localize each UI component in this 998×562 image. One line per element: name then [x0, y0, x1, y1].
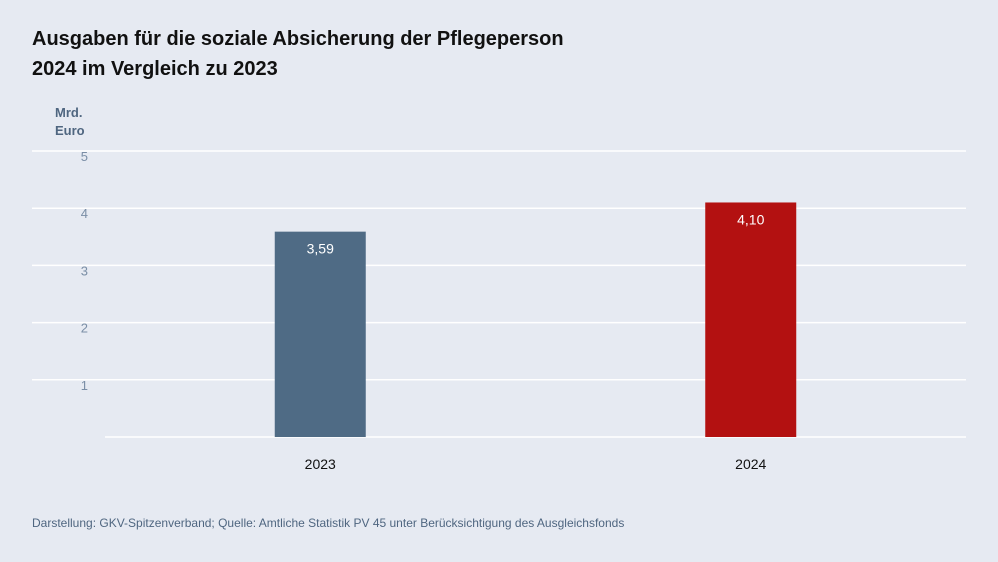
y-axis-unit-line-1: Mrd. [55, 105, 83, 120]
gridlines [32, 150, 966, 438]
y-axis-ticks: 1 2 3 4 5 [81, 149, 88, 393]
x-category-label-2023: 2023 [305, 456, 336, 472]
y-tick-label-4: 4 [81, 206, 88, 221]
x-category-label-2024: 2024 [735, 456, 766, 472]
bars [274, 202, 797, 437]
y-tick-label-3: 3 [81, 263, 88, 278]
bar-2023 [274, 231, 366, 437]
chart-title-line-1: Ausgaben für die soziale Absicherung der… [32, 28, 564, 50]
chart-title: Ausgaben für die soziale Absicherung der… [32, 24, 564, 84]
x-axis-categories: 2023 2024 [305, 456, 767, 472]
y-axis-unit-line-2: Euro [55, 123, 85, 138]
source-note: Darstellung: GKV-Spitzenverband; Quelle:… [32, 516, 625, 530]
y-tick-label-1: 1 [81, 378, 88, 393]
bar-2024 [705, 202, 797, 437]
chart-title-line-2: 2024 im Vergleich zu 2023 [32, 58, 278, 80]
data-label-2024: 4,10 [737, 211, 764, 227]
data-label-2023: 3,59 [307, 241, 334, 257]
y-tick-label-2: 2 [81, 321, 88, 336]
data-labels: 3,59 4,10 [307, 211, 765, 256]
y-tick-label-5: 5 [81, 149, 88, 164]
y-axis-unit-label: Mrd. Euro [55, 104, 95, 140]
